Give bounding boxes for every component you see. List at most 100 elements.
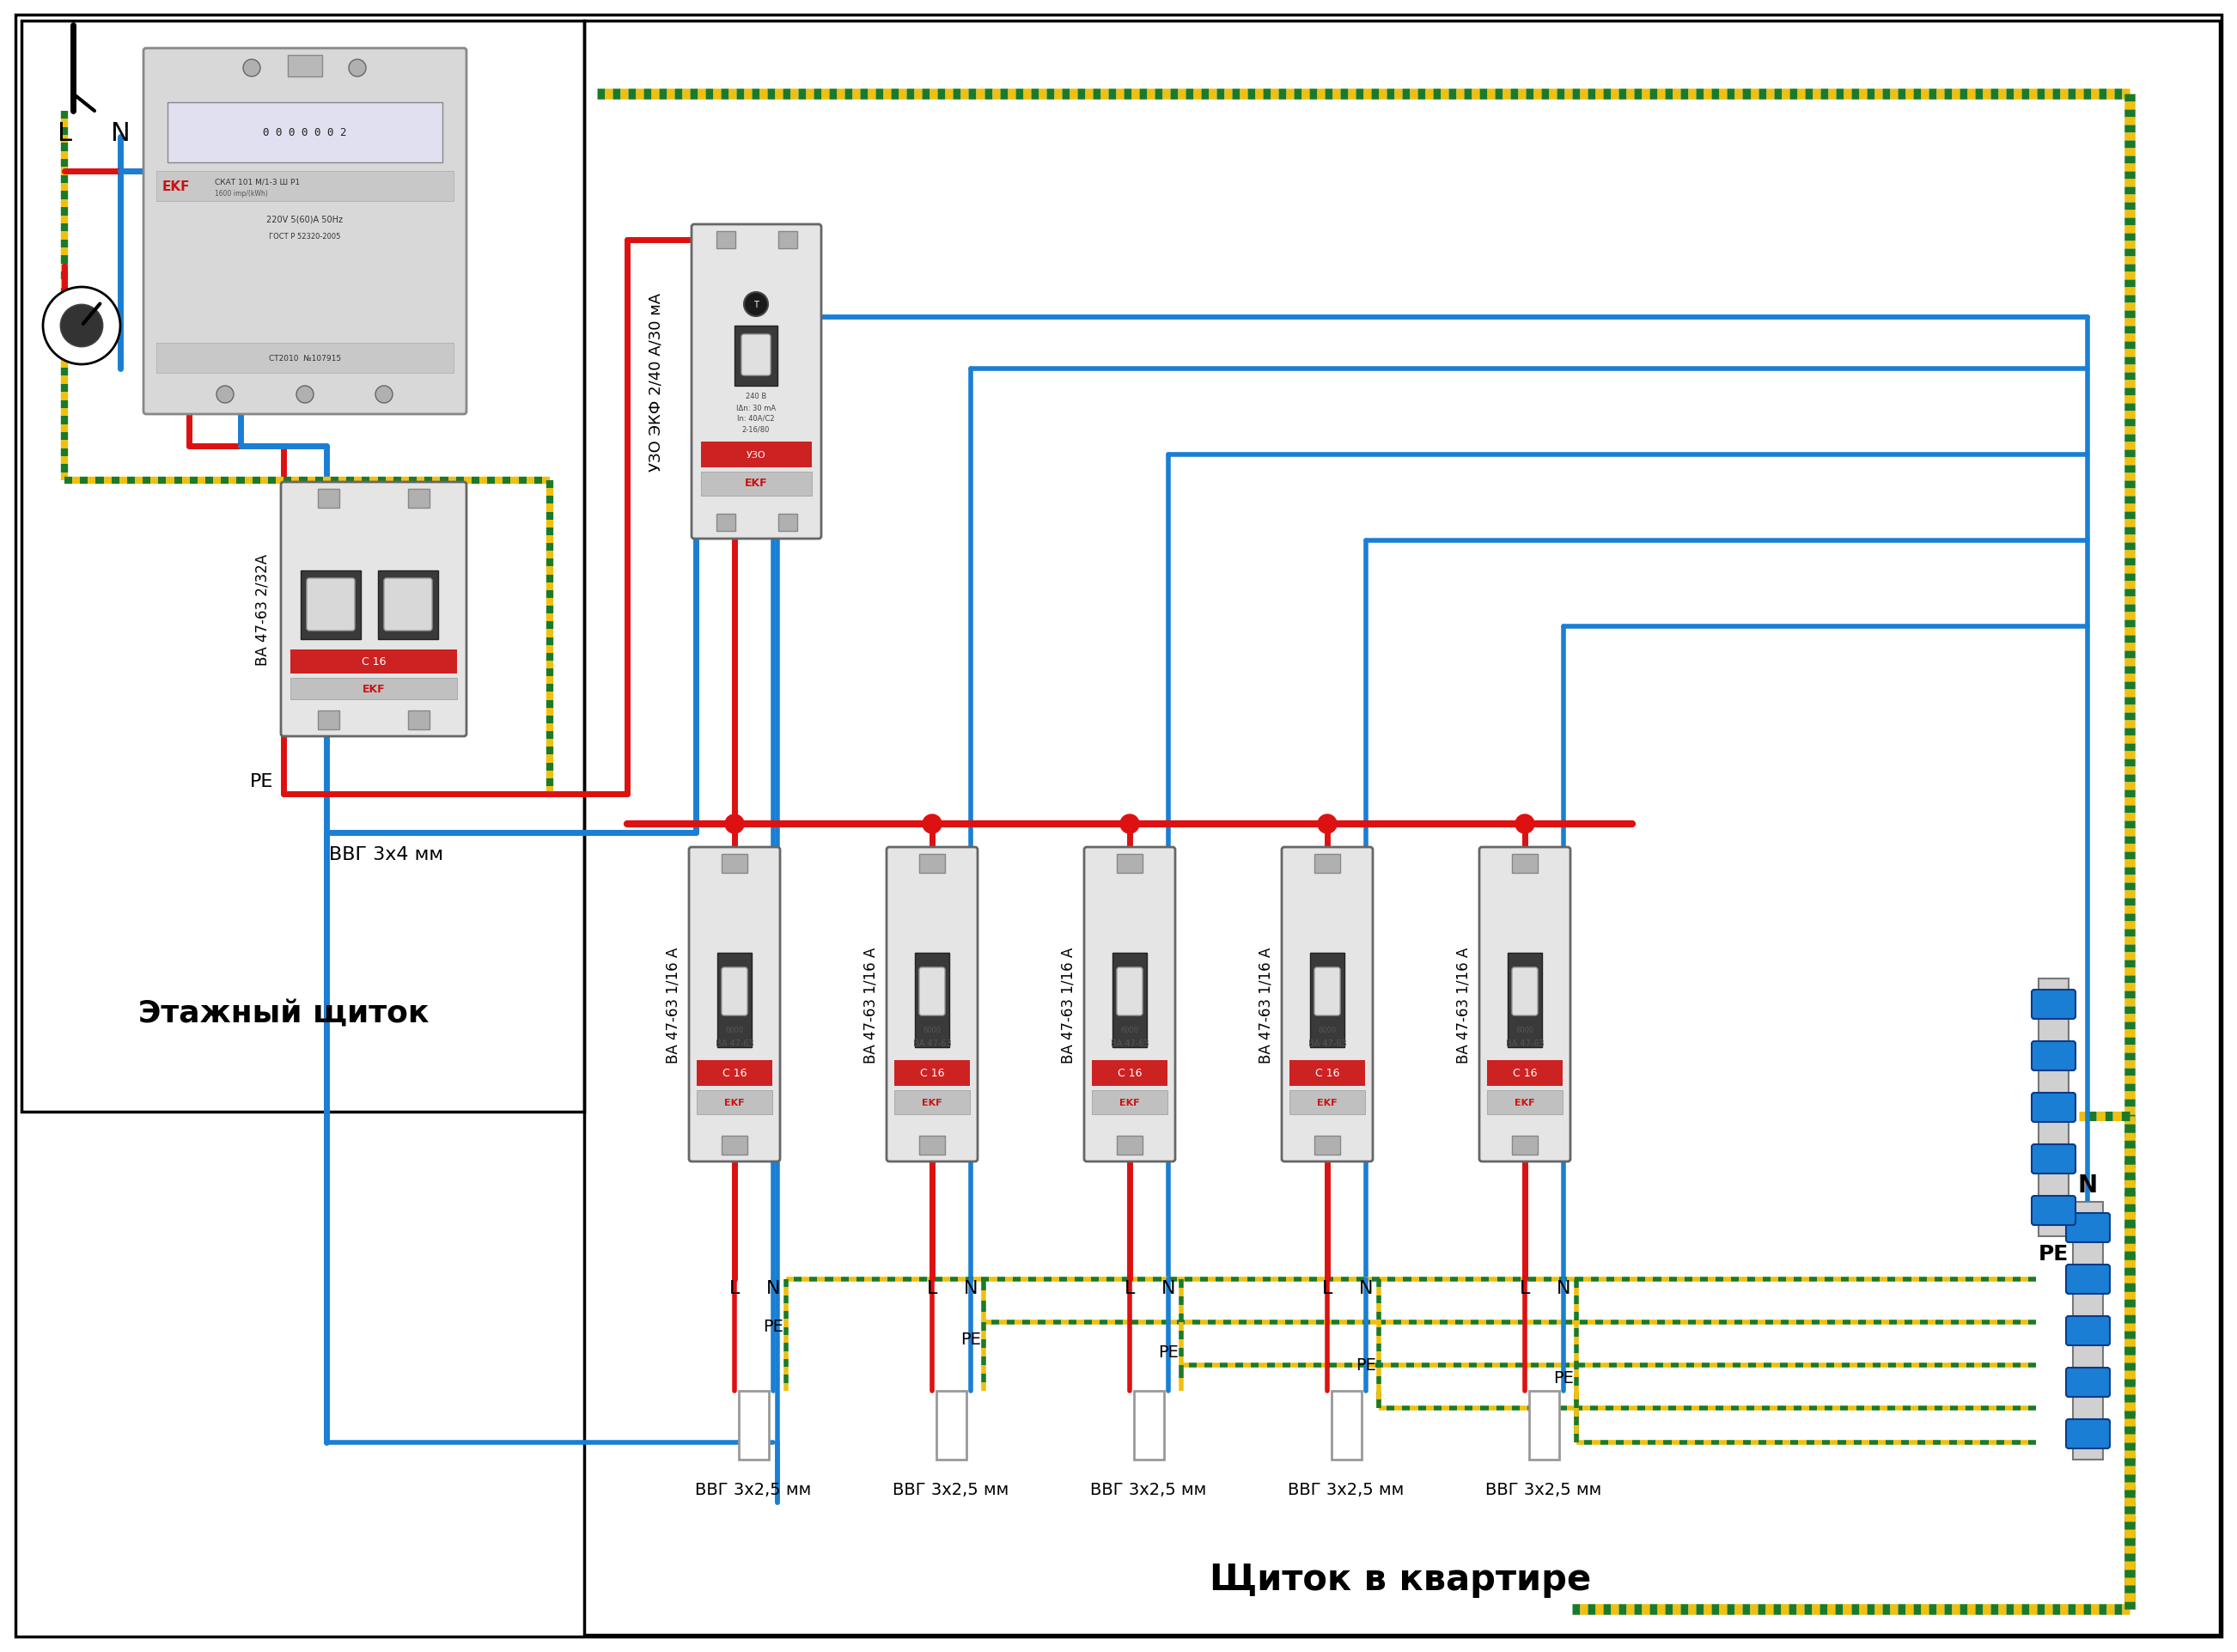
Text: EKF: EKF (1118, 1099, 1141, 1107)
Text: 6000: 6000 (1121, 1026, 1139, 1034)
Text: ВА 47-63 2/32А: ВА 47-63 2/32А (255, 553, 271, 666)
Bar (2042, 1042, 2065, 1069)
Text: С 16: С 16 (1512, 1067, 1537, 1079)
Text: 6000: 6000 (1318, 1026, 1335, 1034)
Bar (2042, 1095, 2065, 1120)
Text: С 16: С 16 (723, 1067, 747, 1079)
Text: ВА 47-63: ВА 47-63 (1309, 1039, 1347, 1047)
FancyBboxPatch shape (2067, 1317, 2109, 1345)
FancyBboxPatch shape (2031, 1196, 2076, 1226)
FancyBboxPatch shape (2067, 1213, 2109, 1242)
Text: ВА 47-63 1/16 А: ВА 47-63 1/16 А (863, 947, 877, 1062)
Bar (915, 953, 948, 1047)
Bar (723, 1137, 747, 1155)
Bar (1112, 953, 1148, 1047)
Text: СКАТ 101 М/1-3 Ш Р1: СКАТ 101 М/1-3 Ш Р1 (215, 178, 300, 187)
Bar (1289, 1090, 1365, 1115)
Bar (1092, 1090, 1168, 1115)
Bar (1488, 1090, 1564, 1115)
Text: ВА 47-63 1/16 А: ВА 47-63 1/16 А (1257, 947, 1273, 1062)
Text: PE: PE (1552, 1370, 1575, 1386)
Circle shape (2083, 1325, 2092, 1336)
Text: 6000: 6000 (725, 1026, 743, 1034)
Bar (696, 1090, 772, 1115)
Bar (291, 649, 456, 674)
Text: In: 40A/C2: In: 40A/C2 (738, 415, 774, 421)
Bar (1315, 1137, 1340, 1155)
Text: Этажный щиток: Этажный щиток (139, 998, 430, 1028)
FancyBboxPatch shape (2031, 1041, 2076, 1070)
Text: EKF: EKF (1318, 1099, 1338, 1107)
Bar (300, 572, 360, 639)
Text: N: N (1161, 1279, 1174, 1297)
Circle shape (725, 814, 745, 834)
Text: ВВГ 3х2,5 мм: ВВГ 3х2,5 мм (1485, 1482, 1602, 1498)
Text: ВВГ 3х2,5 мм: ВВГ 3х2,5 мм (893, 1482, 1009, 1498)
Text: С 16: С 16 (1118, 1067, 1141, 1079)
Bar (1508, 953, 1541, 1047)
Text: УЗО: УЗО (747, 451, 765, 459)
Text: N: N (1557, 1279, 1570, 1297)
FancyBboxPatch shape (2067, 1265, 2109, 1294)
Text: УЗО ЭКФ 2/40 А/30 мА: УЗО ЭКФ 2/40 А/30 мА (649, 292, 662, 471)
Bar (407, 489, 430, 509)
Bar (2038, 980, 2069, 1236)
Text: ГОСТ Р 52320-2005: ГОСТ Р 52320-2005 (268, 233, 340, 240)
Text: L: L (58, 121, 72, 145)
Circle shape (2083, 1429, 2092, 1439)
Bar (2042, 991, 2065, 1018)
Text: ВА 47-63 1/16 А: ВА 47-63 1/16 А (664, 947, 680, 1062)
Bar (1488, 1061, 1564, 1085)
FancyBboxPatch shape (740, 335, 770, 377)
Text: N: N (765, 1279, 781, 1297)
Bar (1331, 1391, 1362, 1460)
Text: PE: PE (960, 1332, 982, 1348)
Bar (157, 172, 454, 202)
Text: EKF: EKF (922, 1099, 942, 1107)
Bar (22, 21, 584, 1112)
Text: L: L (1125, 1279, 1134, 1297)
Bar (919, 854, 944, 874)
Circle shape (2049, 1155, 2058, 1165)
FancyBboxPatch shape (385, 578, 432, 631)
Text: EKF: EKF (1514, 1099, 1535, 1107)
Circle shape (1514, 814, 1535, 834)
Bar (718, 953, 752, 1047)
FancyBboxPatch shape (1116, 968, 1143, 1016)
Text: L: L (926, 1279, 937, 1297)
Bar (1512, 1137, 1537, 1155)
Bar (168, 102, 443, 164)
Circle shape (2049, 1206, 2058, 1216)
Bar (2076, 1214, 2101, 1241)
FancyBboxPatch shape (2031, 1145, 2076, 1173)
Bar (1116, 854, 1143, 874)
Bar (2042, 1146, 2065, 1171)
Circle shape (349, 59, 367, 78)
FancyBboxPatch shape (143, 50, 468, 415)
Text: 220V 5(60)A 50Hz: 220V 5(60)A 50Hz (266, 215, 342, 223)
Text: 6000: 6000 (1517, 1026, 1535, 1034)
Text: EKF: EKF (725, 1099, 745, 1107)
Bar (696, 1061, 772, 1085)
Text: EKF: EKF (745, 477, 767, 489)
Circle shape (922, 814, 942, 834)
Bar (1315, 854, 1340, 874)
FancyBboxPatch shape (1479, 847, 1570, 1161)
Bar (584, 21, 2219, 1635)
Text: ВВГ 3х2,5 мм: ВВГ 3х2,5 мм (1089, 1482, 1206, 1498)
Text: PE: PE (2038, 1244, 2069, 1264)
Circle shape (745, 292, 767, 317)
Text: 2-16/80: 2-16/80 (743, 426, 770, 433)
FancyBboxPatch shape (1282, 847, 1374, 1161)
Text: ВВГ 3х2,5 мм: ВВГ 3х2,5 мм (696, 1482, 812, 1498)
Bar (1512, 854, 1537, 874)
Text: 1600 imp/(kWh): 1600 imp/(kWh) (215, 190, 268, 197)
Bar (700, 472, 812, 496)
Bar (700, 443, 812, 468)
Bar (291, 679, 456, 700)
Circle shape (2083, 1222, 2092, 1232)
Text: IΔn: 30 mA: IΔn: 30 mA (736, 405, 776, 411)
Text: ВА 47-63: ВА 47-63 (1506, 1039, 1544, 1047)
Text: N: N (110, 121, 130, 145)
FancyBboxPatch shape (723, 968, 747, 1016)
